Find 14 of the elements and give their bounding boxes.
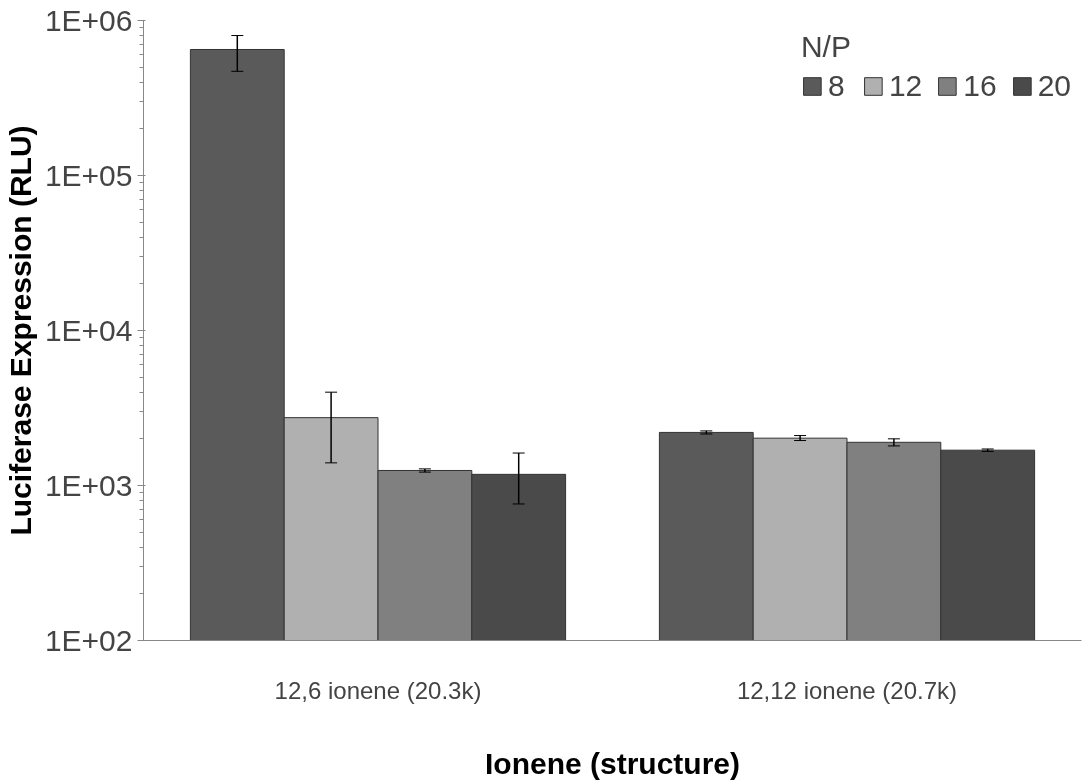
y-tick-label: 1E+02 xyxy=(44,624,133,657)
legend-label: 12 xyxy=(888,69,923,103)
y-tick-label: 1E+03 xyxy=(44,469,133,502)
legend-title: N/P xyxy=(800,30,852,64)
x-tick-label: 12,6 ionene (20.3k) xyxy=(274,676,482,704)
y-tick-label: 1E+04 xyxy=(44,314,133,347)
y-tick-label: 1E+05 xyxy=(44,159,133,192)
x-axis-title: Ionene (structure) xyxy=(484,746,741,780)
legend-label: 8 xyxy=(827,69,846,103)
legend-label: 16 xyxy=(963,69,997,103)
y-axis-title: Luciferase Expression (RLU) xyxy=(3,125,37,536)
x-tick-label: 12,12 ionene (20.7k) xyxy=(736,676,958,704)
legend-label: 20 xyxy=(1037,69,1071,103)
y-tick-label: 1E+06 xyxy=(44,4,133,37)
